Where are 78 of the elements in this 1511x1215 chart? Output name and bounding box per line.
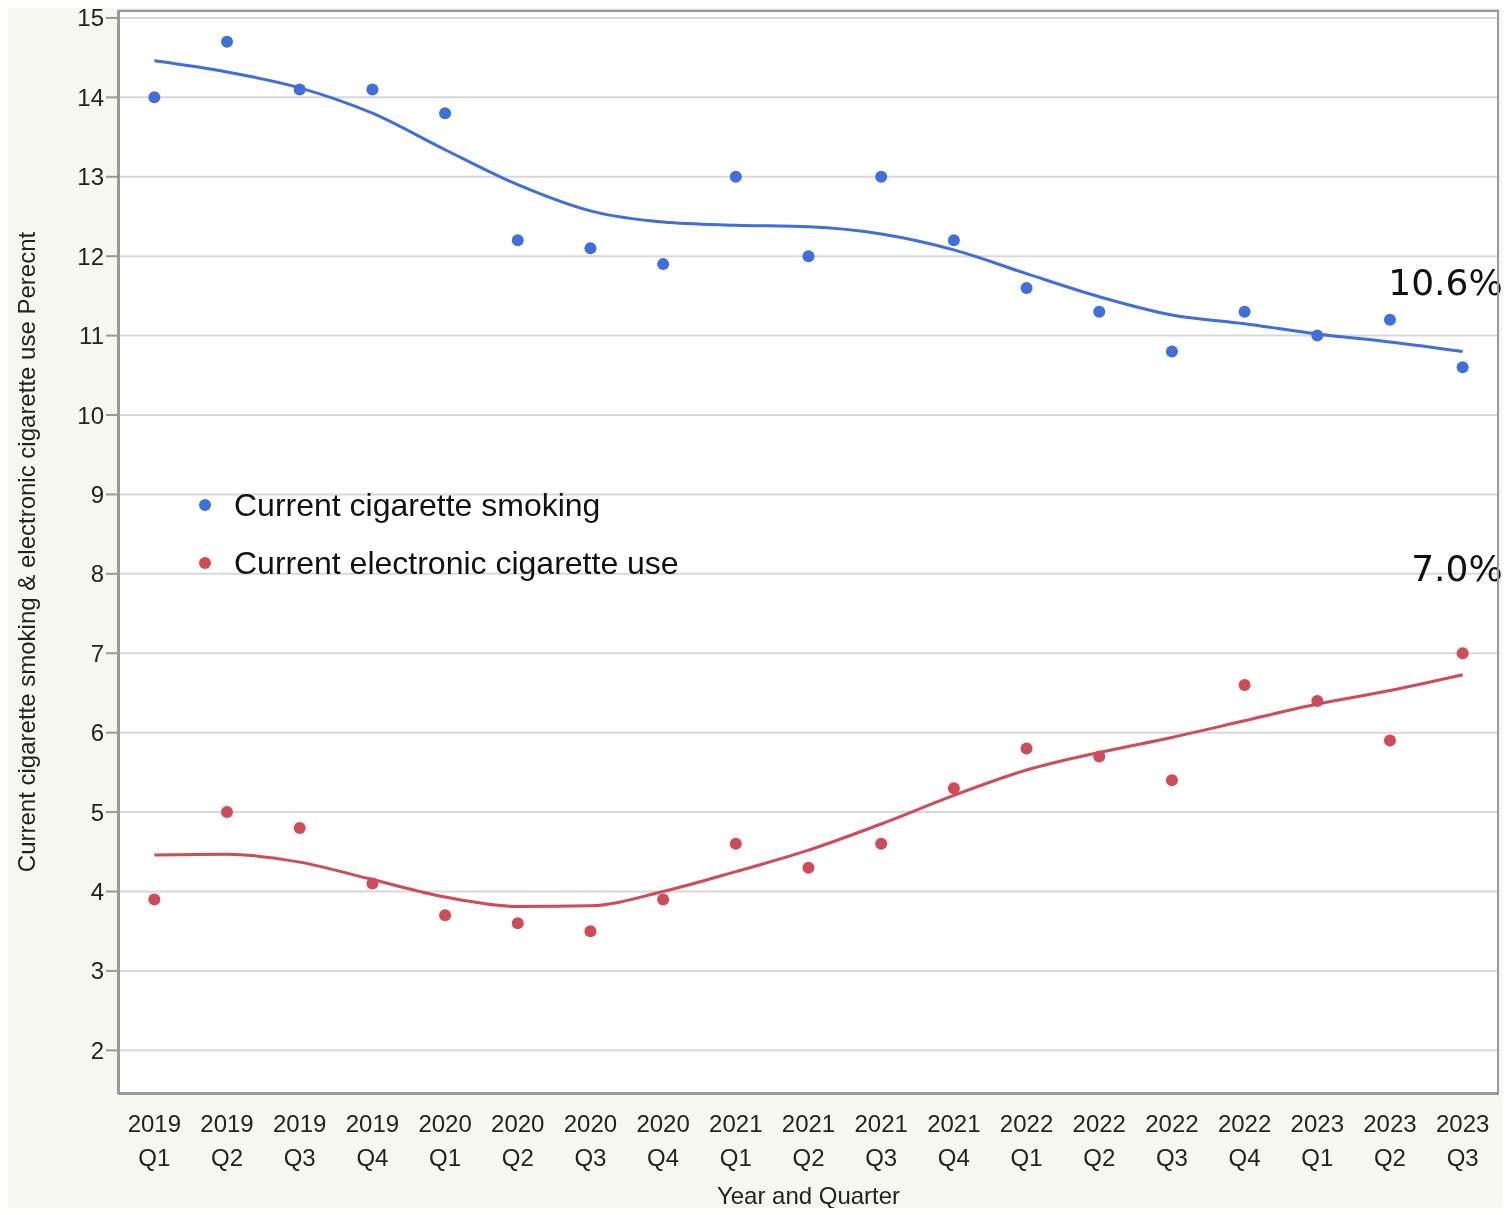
y-tick-label: 4 (90, 878, 104, 906)
point (1020, 281, 1033, 294)
y-tick-label: 8 (90, 560, 104, 588)
point (802, 861, 815, 874)
x-tick-label: 2020 Q2 (491, 1110, 545, 1171)
y-tick-label: 2 (90, 1036, 104, 1064)
point (1383, 734, 1396, 747)
legend-label: Current cigarette smoking (234, 486, 601, 524)
x-tick-label: 2023 Q2 (1363, 1110, 1417, 1171)
point (1093, 750, 1106, 763)
y-tick-label: 15 (77, 4, 104, 32)
point (584, 925, 597, 938)
x-tick-label: 2022 Q3 (1145, 1110, 1199, 1171)
y-axis-title: Current cigarette smoking & electronic cigarette use Perecnt (12, 231, 40, 873)
x-tick-label: 2022 Q2 (1072, 1110, 1126, 1171)
point (439, 107, 452, 120)
point (221, 806, 234, 819)
y-tick-label: 10 (77, 401, 104, 429)
x-tick-label: 2020 Q1 (418, 1110, 472, 1171)
x-axis-title: Year and Quarter (716, 1182, 901, 1209)
annotation: 7.0% (1411, 548, 1503, 590)
y-tick-label: 5 (90, 798, 104, 826)
point (1238, 679, 1251, 692)
point (366, 877, 379, 890)
x-tick-label: 2021 Q4 (927, 1110, 981, 1171)
point (1456, 647, 1469, 660)
point (293, 821, 306, 834)
x-tick-label: 2020 Q3 (563, 1110, 618, 1171)
point (875, 170, 888, 183)
point (148, 91, 161, 104)
y-tick-label: 7 (90, 639, 104, 667)
x-tick-label: 2019 Q4 (345, 1110, 400, 1171)
point (729, 837, 742, 850)
y-tick-label: 6 (90, 719, 104, 747)
point (1311, 329, 1324, 342)
y-tick-label: 9 (90, 480, 104, 508)
point (1093, 305, 1106, 318)
point (293, 83, 306, 96)
point (657, 258, 670, 271)
x-tick-label: 2022 Q4 (1217, 1110, 1272, 1171)
x-tick-label: 2020 Q4 (636, 1110, 690, 1171)
point (1456, 361, 1469, 374)
point (584, 242, 597, 255)
point (1165, 345, 1178, 358)
x-tick-label: 2021 Q1 (709, 1110, 763, 1171)
x-tick-label: 2022 Q1 (999, 1110, 1054, 1171)
point (148, 893, 161, 906)
point (1311, 694, 1324, 707)
point (511, 234, 524, 247)
point (1165, 774, 1178, 787)
y-tick-label: 11 (79, 322, 104, 350)
point (439, 909, 452, 922)
point (366, 83, 379, 96)
y-tick-label: 3 (90, 957, 104, 985)
point (947, 782, 960, 795)
y-tick-label: 14 (77, 83, 104, 111)
x-tick-label: 2021 Q3 (854, 1110, 908, 1171)
x-tick-label: 2019 Q3 (273, 1110, 327, 1171)
x-tick-label: 2019 Q1 (127, 1110, 182, 1171)
point (1238, 305, 1251, 318)
point (511, 917, 524, 930)
point (875, 837, 888, 850)
point (1383, 313, 1396, 326)
point (1020, 742, 1033, 755)
point (657, 893, 670, 906)
line-series (152, 673, 1465, 909)
y-tick-label: 12 (77, 242, 104, 270)
legend-label: Current electronic cigarette use (234, 544, 679, 582)
y-tick-label: 13 (77, 163, 104, 191)
point (221, 35, 234, 48)
x-tick-label: 2023 Q1 (1290, 1110, 1344, 1171)
annotation: 10.6% (1388, 262, 1503, 304)
point (802, 250, 815, 263)
point (947, 234, 960, 247)
point (729, 170, 742, 183)
x-tick-label: 2019 Q2 (200, 1110, 254, 1171)
x-tick-label: 2021 Q2 (781, 1110, 836, 1171)
x-tick-label: 2023 Q3 (1435, 1110, 1490, 1171)
